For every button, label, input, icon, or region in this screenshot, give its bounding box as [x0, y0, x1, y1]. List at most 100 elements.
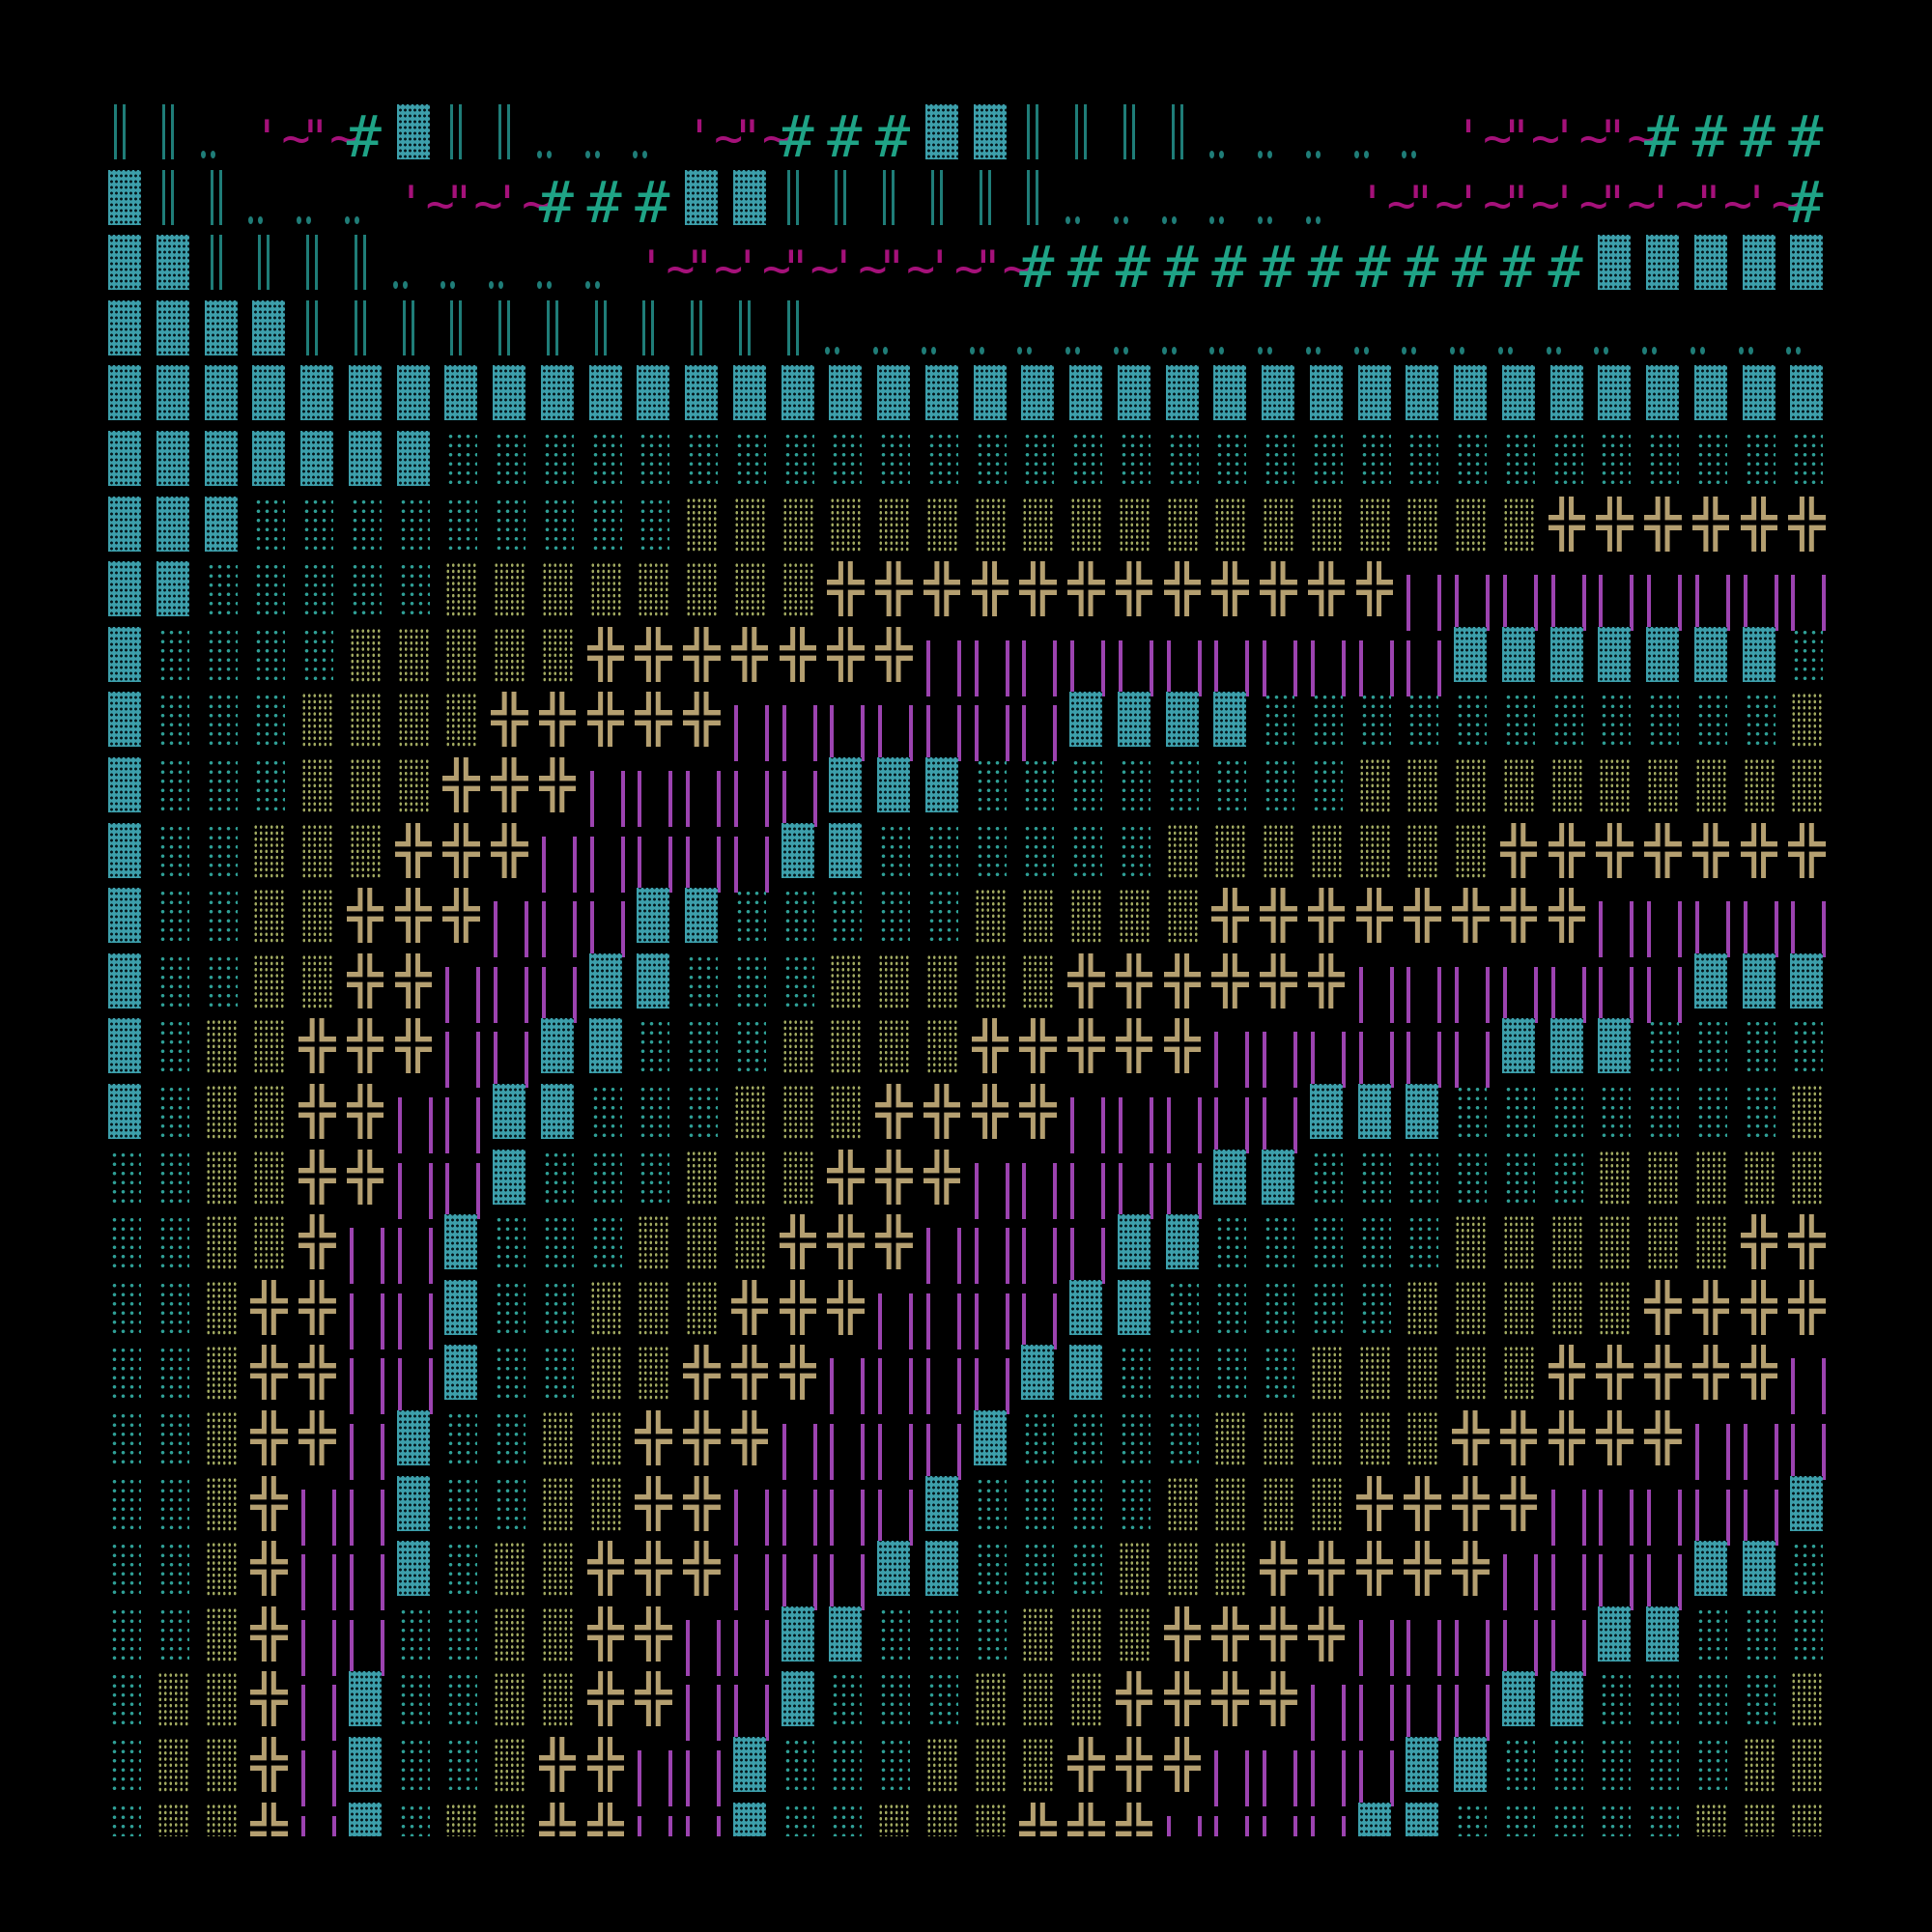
medium-shade-block-glyph	[1454, 1214, 1502, 1270]
medium-shade-block-glyph	[1742, 1737, 1791, 1793]
dark-shade-block-glyph	[348, 431, 397, 487]
light-shade-block-glyph	[1406, 431, 1454, 487]
vertical-bars-glyph	[685, 757, 733, 827]
light-shade-block-glyph	[588, 1214, 638, 1270]
box-cross-glyph: ╬	[586, 1671, 625, 1727]
box-cross-glyph: ╬	[1260, 1541, 1297, 1597]
vertical-bars-glyph	[1213, 1018, 1262, 1089]
vertical-bars-glyph	[397, 1280, 445, 1350]
vertical-bars-glyph	[1118, 1084, 1166, 1153]
double-dot-glyph	[584, 235, 638, 291]
dark-shade-block-glyph	[348, 1737, 397, 1793]
medium-shade-block-glyph	[1790, 1149, 1836, 1206]
medium-shade-block-glyph	[1357, 822, 1406, 879]
double-dot-glyph	[1738, 300, 1791, 356]
quote-tilde-glyph: '~	[829, 241, 888, 298]
vertical-bars-glyph	[1790, 1345, 1836, 1415]
hash-glyph: #	[1499, 234, 1535, 302]
vertical-bars-glyph	[1069, 1214, 1118, 1285]
medium-shade-block-glyph	[204, 1737, 253, 1793]
medium-shade-block-glyph	[588, 1410, 638, 1466]
box-cross-glyph: ╬	[1115, 952, 1153, 1009]
light-shade-block-glyph	[877, 888, 925, 944]
medium-shade-block-glyph	[300, 888, 349, 944]
medium-shade-block-glyph	[1454, 757, 1502, 813]
box-cross-glyph: ╬	[1163, 1737, 1202, 1792]
dark-shade-block-glyph	[1021, 365, 1069, 421]
double-quote-tilde-glyph: "~	[781, 241, 839, 298]
vertical-bars-glyph	[444, 1084, 493, 1153]
quote-tilde-glyph: '~	[924, 241, 983, 298]
vertical-bars-glyph	[877, 1280, 925, 1350]
box-cross-glyph: ╬	[1740, 1214, 1778, 1270]
dark-shade-block-glyph	[1501, 1671, 1550, 1727]
dark-shade-block-glyph	[1790, 1475, 1836, 1532]
dark-shade-block-glyph	[108, 757, 156, 813]
vertical-bars-glyph	[829, 1410, 877, 1480]
vertical-bars-glyph	[685, 823, 733, 893]
light-shade-block-glyph	[732, 952, 781, 1009]
box-cross-glyph: ╬	[779, 1279, 817, 1335]
medium-shade-block-glyph	[1549, 757, 1599, 813]
double-dot-glyph	[1209, 170, 1262, 226]
box-cross-glyph: ╬	[298, 1410, 336, 1465]
double-quote-tilde-glyph: "~	[1501, 175, 1560, 232]
dark-shade-block-glyph	[829, 365, 877, 421]
box-cross-glyph: ╬	[1788, 496, 1826, 552]
vertical-bars-glyph	[1598, 561, 1646, 632]
medium-shade-block-glyph	[732, 561, 781, 617]
double-dot-glyph	[1305, 104, 1358, 160]
medium-shade-block-glyph	[396, 692, 445, 748]
dark-shade-block-glyph	[877, 365, 925, 421]
vertical-bars-glyph	[1694, 1410, 1743, 1480]
light-shade-block-glyph	[781, 431, 830, 487]
box-cross-glyph: ╬	[730, 1345, 769, 1401]
double-dot-glyph	[1353, 104, 1406, 160]
dark-shade-block-glyph	[1213, 1149, 1262, 1206]
box-cross-glyph: ╬	[346, 1084, 384, 1139]
light-shade-block-glyph	[1021, 757, 1069, 813]
vertical-bars-glyph	[733, 1606, 781, 1676]
medium-shade-block-glyph	[252, 1018, 300, 1074]
light-shade-block-glyph	[1213, 1279, 1262, 1336]
light-shade-block-glyph	[540, 431, 589, 487]
light-shade-block-glyph	[493, 431, 541, 487]
vertical-bars-glyph	[349, 1214, 397, 1285]
dark-shade-block-glyph	[1213, 692, 1262, 748]
light-shade-block-glyph	[1406, 692, 1454, 748]
box-cross-glyph: ╬	[1355, 1541, 1394, 1597]
light-shade-block-glyph	[108, 1345, 156, 1401]
double-vertical-line-glyph	[1021, 169, 1069, 226]
medium-shade-block-glyph	[732, 1084, 781, 1140]
hash-glyph: #	[1163, 234, 1199, 302]
dark-shade-block-glyph	[588, 952, 638, 1009]
dark-shade-block-glyph	[1598, 626, 1646, 683]
double-vertical-line-glyph	[156, 104, 205, 160]
double-dot-glyph	[1258, 170, 1310, 226]
quote-tilde-glyph: '~	[1454, 110, 1513, 166]
light-shade-block-glyph	[444, 1541, 493, 1597]
box-cross-glyph: ╬	[298, 1084, 336, 1139]
medium-shade-block-glyph	[1165, 822, 1214, 879]
dark-shade-block-glyph	[924, 1475, 974, 1532]
medium-shade-block-glyph	[1213, 822, 1262, 879]
box-cross-glyph: ╬	[250, 1410, 288, 1465]
double-vertical-line-glyph	[205, 235, 253, 291]
light-shade-block-glyph	[924, 822, 974, 879]
double-dot-glyph	[1065, 170, 1118, 226]
light-shade-block-glyph	[924, 1605, 974, 1662]
vertical-bars-glyph	[1743, 888, 1791, 958]
medium-shade-block-glyph	[1213, 1410, 1262, 1466]
vertical-bars-glyph	[1646, 888, 1694, 958]
light-shade-block-glyph	[204, 822, 253, 879]
medium-shade-block-glyph	[444, 692, 493, 748]
light-shade-block-glyph	[1309, 1279, 1358, 1336]
medium-shade-block-glyph	[973, 952, 1022, 1009]
dark-shade-block-glyph	[1646, 365, 1694, 421]
medium-shade-block-glyph	[588, 1345, 638, 1401]
vertical-bars-glyph	[541, 823, 589, 893]
light-shade-block-glyph	[108, 1149, 156, 1206]
box-cross-glyph: ╬	[971, 561, 1009, 617]
box-cross-glyph: ╬	[538, 692, 577, 748]
quote-tilde-glyph: '~	[252, 110, 311, 166]
